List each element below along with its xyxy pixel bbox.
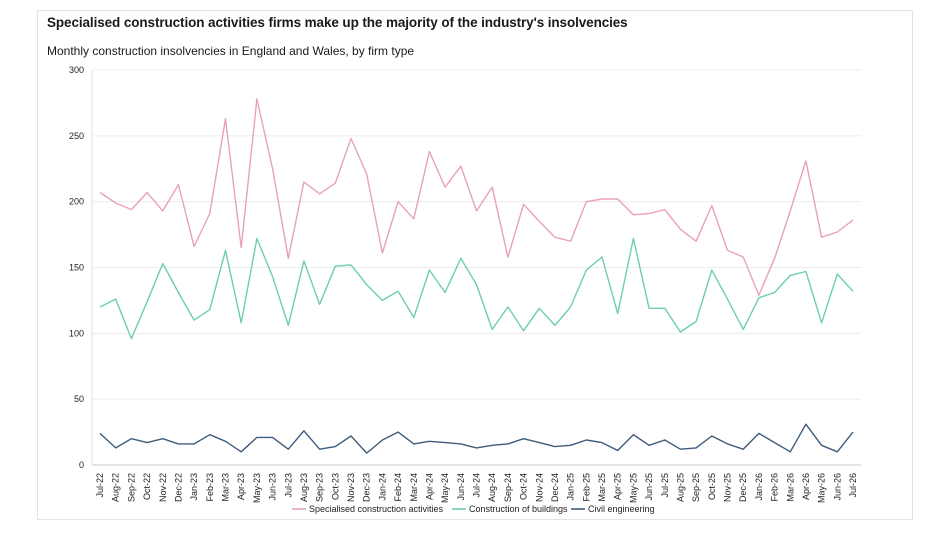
x-tick-label: Jul-22 (95, 473, 105, 498)
x-axis: Jul-22 Aug-22 Sep-22 Oct-22 Nov-22 Dec-22 Jan-… (95, 473, 858, 503)
x-tick-label: Jan-26 (754, 473, 764, 501)
x-tick-label: Feb-25 (581, 473, 591, 502)
x-tick-label: Nov-23 (346, 473, 356, 502)
x-tick-label: Feb-26 (770, 473, 780, 502)
x-tick-label: Oct-22 (142, 473, 152, 500)
y-axis: 0 50 100 150 200 250 300 (69, 65, 93, 470)
x-tick-label: Jun-24 (456, 473, 466, 501)
series-line (99, 237, 854, 340)
x-tick-label: Apr-23 (236, 473, 246, 500)
x-tick-label: Feb-24 (393, 473, 403, 502)
y-tick-label: 50 (74, 394, 84, 404)
x-tick-label: Jan-24 (377, 473, 387, 501)
x-tick-label: May-23 (252, 473, 262, 503)
x-tick-label: Sep-23 (315, 473, 325, 502)
x-tick-label: Oct-25 (707, 473, 717, 500)
chart-title: Specialised construction activities firm… (47, 15, 628, 30)
x-tick-label: Mar-24 (409, 473, 419, 502)
chart-subtitle: Monthly construction insolvencies in Eng… (47, 44, 415, 58)
series-line (99, 423, 854, 454)
y-tick-label: 150 (69, 263, 84, 273)
x-tick-label: Nov-25 (723, 473, 733, 502)
x-tick-label: Mar-26 (785, 473, 795, 502)
x-tick-label: Mar-23 (221, 473, 231, 502)
x-tick-label: Nov-22 (158, 473, 168, 502)
x-tick-label: Jul-24 (472, 473, 482, 498)
y-tick-label: 200 (69, 197, 84, 207)
x-tick-label: Aug-23 (299, 473, 309, 502)
x-tick-label: Mar-25 (597, 473, 607, 502)
legend-label: Specialised construction activities (309, 504, 444, 514)
y-tick-label: 0 (79, 460, 84, 470)
legend: Specialised construction activities Const… (292, 504, 655, 514)
x-tick-label: Apr-26 (801, 473, 811, 500)
x-tick-label: Sep-25 (691, 473, 701, 502)
x-tick-label: Oct-24 (519, 473, 529, 500)
x-tick-label: Jun-23 (268, 473, 278, 501)
x-tick-label: Dec-23 (362, 473, 372, 502)
series-line (99, 98, 854, 296)
x-tick-label: Apr-24 (424, 473, 434, 500)
x-tick-label: Aug-22 (111, 473, 121, 502)
x-tick-label: Feb-23 (205, 473, 215, 502)
legend-label: Construction of buildings (469, 504, 568, 514)
x-tick-label: Dec-25 (738, 473, 748, 502)
x-tick-label: Jul-26 (848, 473, 858, 498)
legend-label: Civil engineering (588, 504, 655, 514)
x-tick-label: Aug-25 (675, 473, 685, 502)
x-tick-label: May-25 (628, 473, 638, 503)
x-tick-label: Sep-24 (503, 473, 513, 502)
y-tick-label: 250 (69, 131, 84, 141)
y-tick-label: 300 (69, 65, 84, 75)
x-tick-label: Jun-25 (644, 473, 654, 501)
x-tick-label: Apr-25 (613, 473, 623, 500)
x-tick-label: Jan-25 (566, 473, 576, 501)
x-tick-label: May-26 (817, 473, 827, 503)
x-tick-label: Aug-24 (487, 473, 497, 502)
x-tick-label: Oct-23 (330, 473, 340, 500)
series-lines (99, 98, 854, 454)
x-tick-label: Jun-26 (832, 473, 842, 501)
x-tick-label: Jan-23 (189, 473, 199, 501)
x-tick-label: Dec-24 (550, 473, 560, 502)
x-tick-label: Sep-22 (126, 473, 136, 502)
gridlines (92, 69, 861, 466)
chart-frame (37, 10, 913, 520)
x-tick-label: Jul-23 (283, 473, 293, 498)
x-tick-label: May-24 (440, 473, 450, 503)
x-tick-label: Nov-24 (534, 473, 544, 502)
x-tick-label: Dec-22 (173, 473, 183, 502)
y-tick-label: 100 (69, 328, 84, 338)
x-tick-label: Jul-25 (660, 473, 670, 498)
